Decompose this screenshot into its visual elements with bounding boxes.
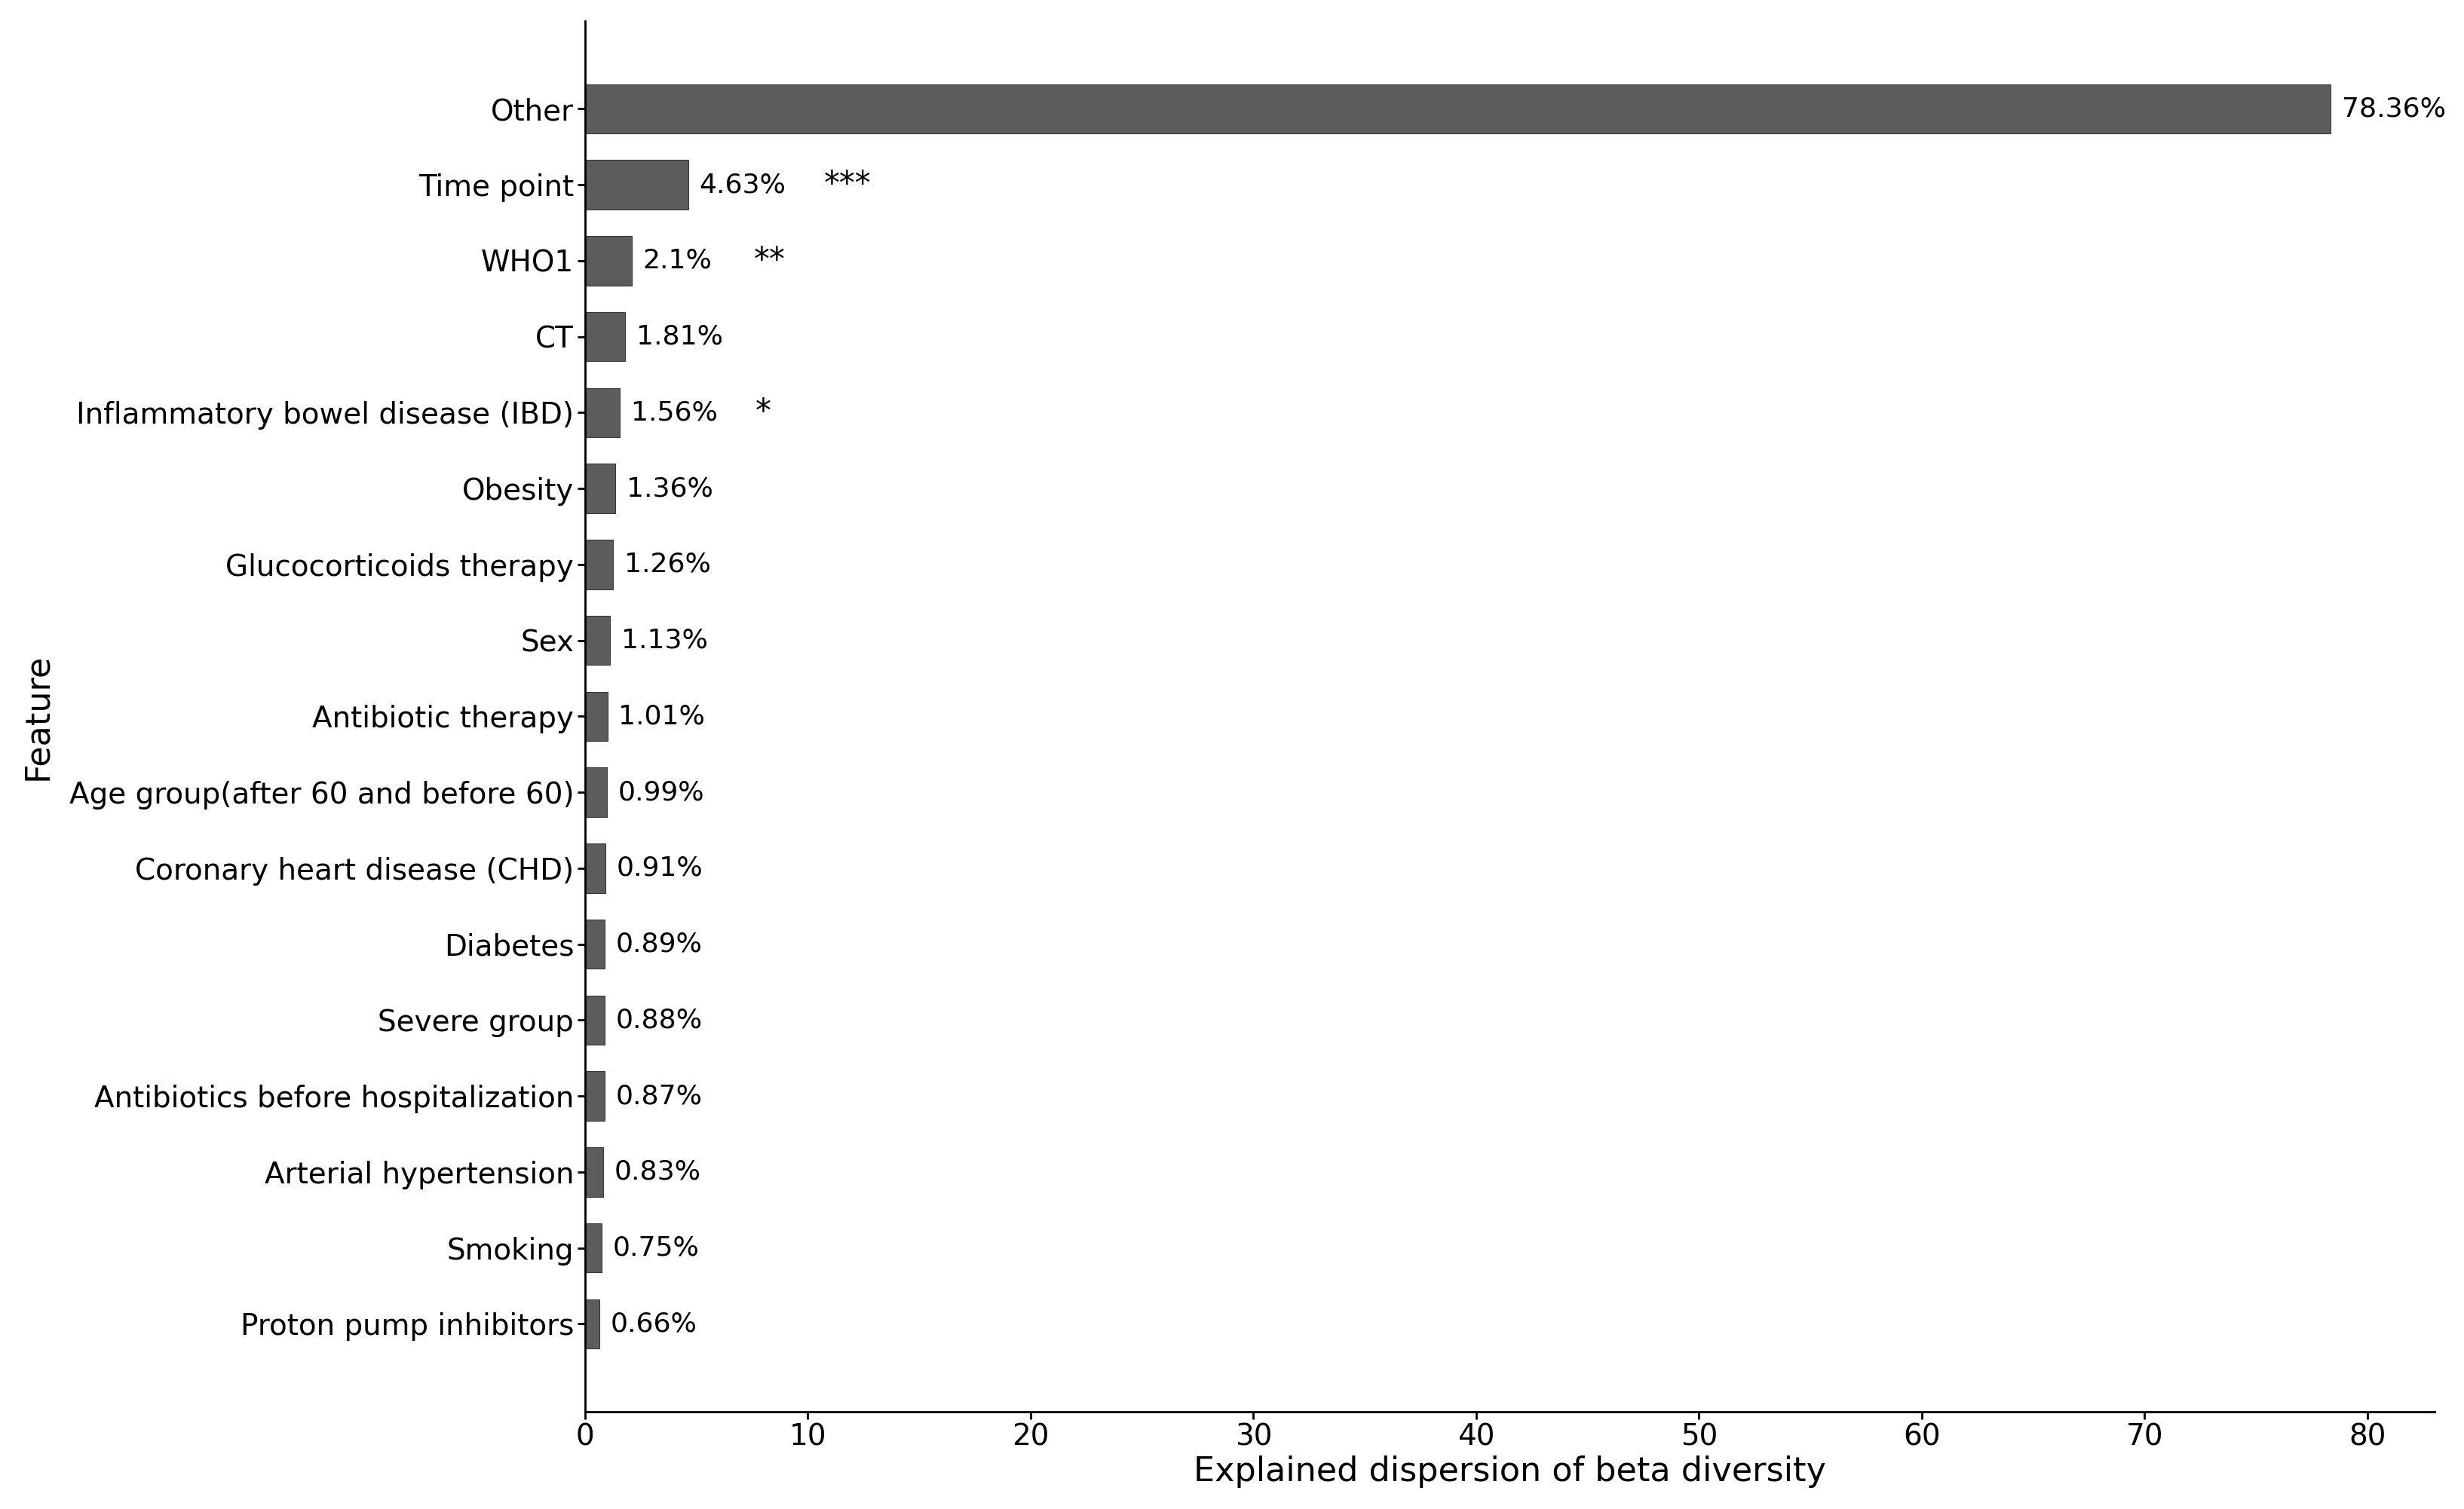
Bar	[584, 996, 604, 1044]
Bar	[584, 85, 2331, 133]
Bar	[584, 1299, 599, 1349]
Bar	[584, 1147, 604, 1197]
Bar	[584, 388, 621, 438]
Text: 1.36%: 1.36%	[626, 475, 712, 501]
Bar	[584, 844, 606, 893]
Text: 0.83%: 0.83%	[614, 1159, 702, 1185]
Bar	[584, 160, 687, 210]
Bar	[584, 235, 631, 285]
Text: 0.66%: 0.66%	[611, 1311, 697, 1337]
Bar	[584, 1224, 601, 1272]
Text: 1.81%: 1.81%	[636, 324, 722, 350]
Text: 0.99%: 0.99%	[618, 780, 705, 806]
Text: 1.01%: 1.01%	[618, 703, 705, 729]
Y-axis label: Feature: Feature	[20, 653, 54, 780]
Text: 0.87%: 0.87%	[616, 1083, 702, 1109]
Text: 0.88%: 0.88%	[616, 1008, 702, 1034]
Text: ***: ***	[823, 169, 872, 201]
Text: 1.13%: 1.13%	[621, 628, 707, 653]
Text: 0.89%: 0.89%	[616, 931, 702, 957]
Text: 0.75%: 0.75%	[614, 1236, 700, 1262]
Text: 0.91%: 0.91%	[616, 856, 702, 881]
Bar	[584, 616, 611, 665]
Text: 78.36%: 78.36%	[2341, 97, 2447, 122]
Text: **: **	[754, 244, 786, 276]
Text: 1.56%: 1.56%	[631, 400, 717, 426]
Text: 1.26%: 1.26%	[623, 552, 710, 578]
Text: *: *	[756, 397, 771, 429]
Text: 4.63%: 4.63%	[700, 172, 786, 198]
Bar	[584, 1071, 604, 1121]
Bar	[584, 312, 626, 361]
X-axis label: Explained dispersion of beta diversity: Explained dispersion of beta diversity	[1193, 1456, 1826, 1488]
Bar	[584, 540, 614, 589]
Text: 2.1%: 2.1%	[643, 247, 712, 273]
Bar	[584, 463, 616, 513]
Bar	[584, 768, 606, 816]
Bar	[584, 919, 604, 969]
Bar	[584, 691, 609, 741]
